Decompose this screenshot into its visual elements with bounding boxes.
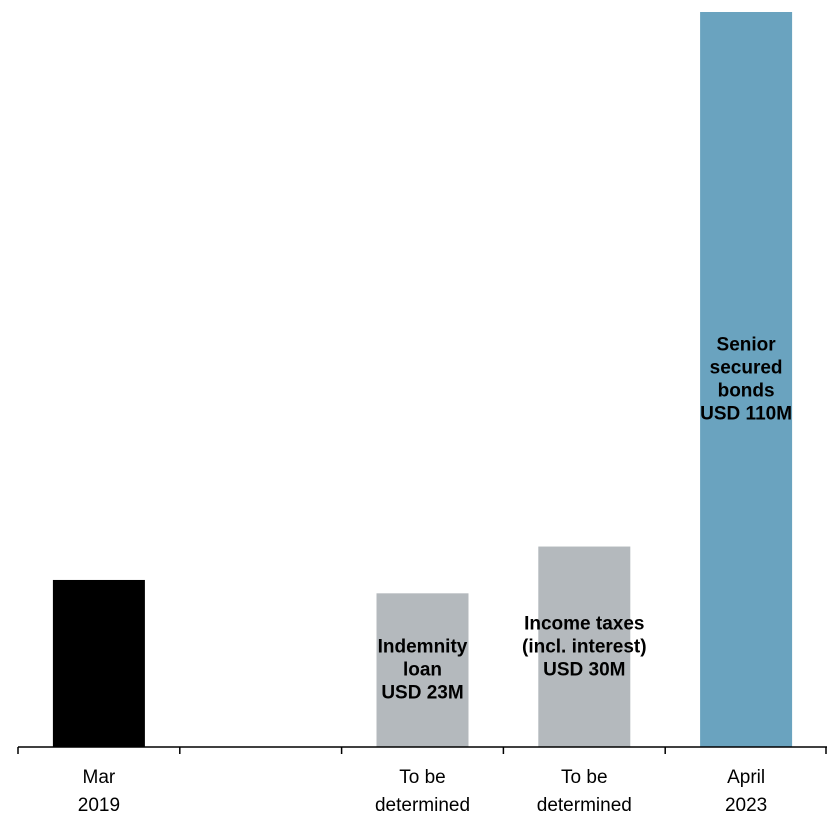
- x-tick-label-3: To be determined: [537, 767, 632, 815]
- bar-label-line: bonds: [718, 381, 775, 402]
- bar-label-0: Cash USD 25M: [58, 641, 140, 685]
- x-tick-label-line: April: [727, 767, 765, 788]
- bar-label-line: USD 30M: [543, 659, 625, 680]
- bar-0: [52, 579, 145, 747]
- bar-3: [538, 546, 631, 747]
- bar-label-line: loan: [403, 660, 442, 681]
- x-tick-label-line: 2019: [78, 795, 120, 815]
- x-tick-label-line: Mar: [83, 767, 116, 788]
- bar-label-line: Senior: [717, 335, 777, 356]
- bar-2: [376, 593, 469, 747]
- bar-label-line: (incl. interest): [522, 636, 647, 657]
- bar-label-line: USD 110M: [700, 404, 792, 425]
- x-tick-label-line: determined: [375, 795, 470, 815]
- bar-label-line: Income taxes: [524, 613, 644, 634]
- bars-group: [52, 12, 793, 747]
- bar-4: [700, 12, 793, 747]
- bar-label-line: USD 23M: [381, 683, 463, 704]
- bar-label-2: Indemnity loan USD 23M: [378, 637, 468, 704]
- bar-label-line: secured: [710, 358, 783, 379]
- bar-label-line: USD 25M: [58, 664, 140, 685]
- bar-label-line: Cash: [76, 641, 122, 662]
- bar-label-3: Income taxes (incl. interest) USD 30M: [522, 613, 647, 680]
- x-tick-label-2: To be determined: [375, 767, 470, 815]
- x-tick-label-line: determined: [537, 795, 632, 815]
- bar-labels-group: Cash USD 25M Indemnity loan USD 23M Income ta…: [58, 335, 792, 704]
- x-tick-label-0: Mar 2019: [78, 767, 120, 815]
- bar-label-line: Indemnity: [378, 637, 468, 658]
- x-tick-label-line: 2023: [725, 795, 767, 815]
- x-tick-label-4: April 2023: [725, 767, 767, 815]
- bar-label-4: Senior secured bonds USD 110M: [700, 335, 792, 425]
- x-tick-label-line: To be: [561, 767, 607, 788]
- x-tick-label-line: To be: [399, 767, 445, 788]
